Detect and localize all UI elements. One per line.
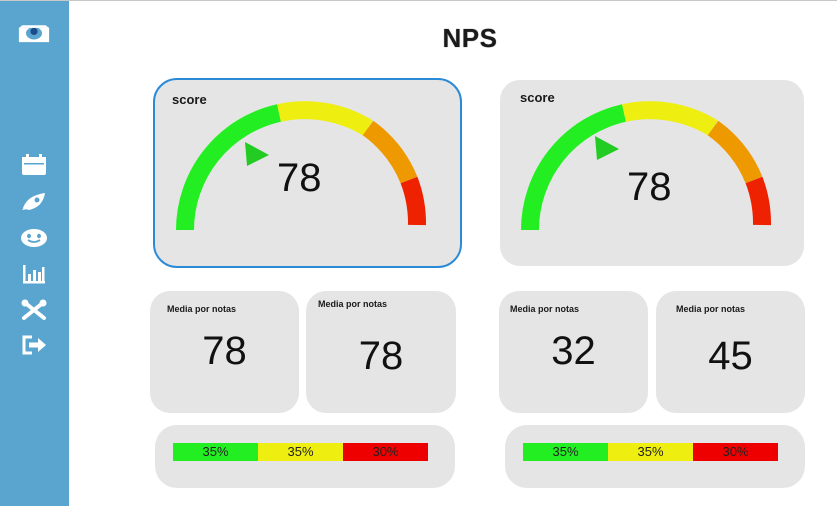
passives-segment: 35% bbox=[608, 443, 693, 461]
score-label: score bbox=[172, 92, 207, 107]
distribution-bar: 35% 35% 30% bbox=[173, 443, 428, 461]
score-gauge bbox=[521, 101, 771, 231]
gauge-pointer bbox=[595, 136, 619, 160]
score-label: score bbox=[520, 90, 555, 105]
score-card[interactable]: score 78 bbox=[153, 78, 462, 268]
media-value: 78 bbox=[358, 334, 404, 378]
score-gauge bbox=[176, 101, 426, 231]
logo-icon[interactable] bbox=[18, 23, 50, 47]
distribution-card: 35% 35% 30% bbox=[155, 425, 455, 488]
rocket-icon[interactable] bbox=[18, 189, 50, 213]
logout-icon[interactable] bbox=[18, 333, 50, 357]
bar-chart-icon[interactable] bbox=[18, 262, 50, 286]
calendar-icon[interactable] bbox=[18, 153, 50, 177]
score-value: 78 bbox=[277, 156, 322, 200]
detractors-segment: 30% bbox=[693, 443, 778, 461]
gauge-pointer bbox=[245, 142, 269, 166]
media-value: 32 bbox=[551, 329, 596, 373]
distribution-card: 35% 35% 30% bbox=[505, 425, 805, 488]
media-value: 45 bbox=[708, 334, 753, 378]
distribution-bar: 35% 35% 30% bbox=[523, 443, 778, 461]
media-label: Media por notas bbox=[167, 304, 237, 314]
media-label: Media por notas bbox=[676, 304, 746, 314]
media-card[interactable]: Media por notas 78 bbox=[306, 291, 456, 413]
media-card[interactable]: Media por notas 32 bbox=[499, 291, 648, 413]
tools-icon[interactable] bbox=[18, 298, 50, 322]
score-card[interactable]: score 78 bbox=[500, 80, 804, 266]
media-card[interactable]: Media por notas 45 bbox=[656, 291, 805, 413]
score-value: 78 bbox=[627, 165, 672, 209]
sidebar bbox=[0, 1, 69, 506]
promoters-segment: 35% bbox=[173, 443, 258, 461]
media-value: 78 bbox=[202, 329, 247, 373]
page-title: NPS bbox=[442, 23, 498, 53]
media-label: Media por notas bbox=[318, 299, 388, 309]
detractors-segment: 30% bbox=[343, 443, 428, 461]
smiley-icon[interactable] bbox=[18, 226, 50, 250]
media-label: Media por notas bbox=[510, 304, 580, 314]
media-card[interactable]: Media por notas 78 bbox=[150, 291, 299, 413]
passives-segment: 35% bbox=[258, 443, 343, 461]
promoters-segment: 35% bbox=[523, 443, 608, 461]
